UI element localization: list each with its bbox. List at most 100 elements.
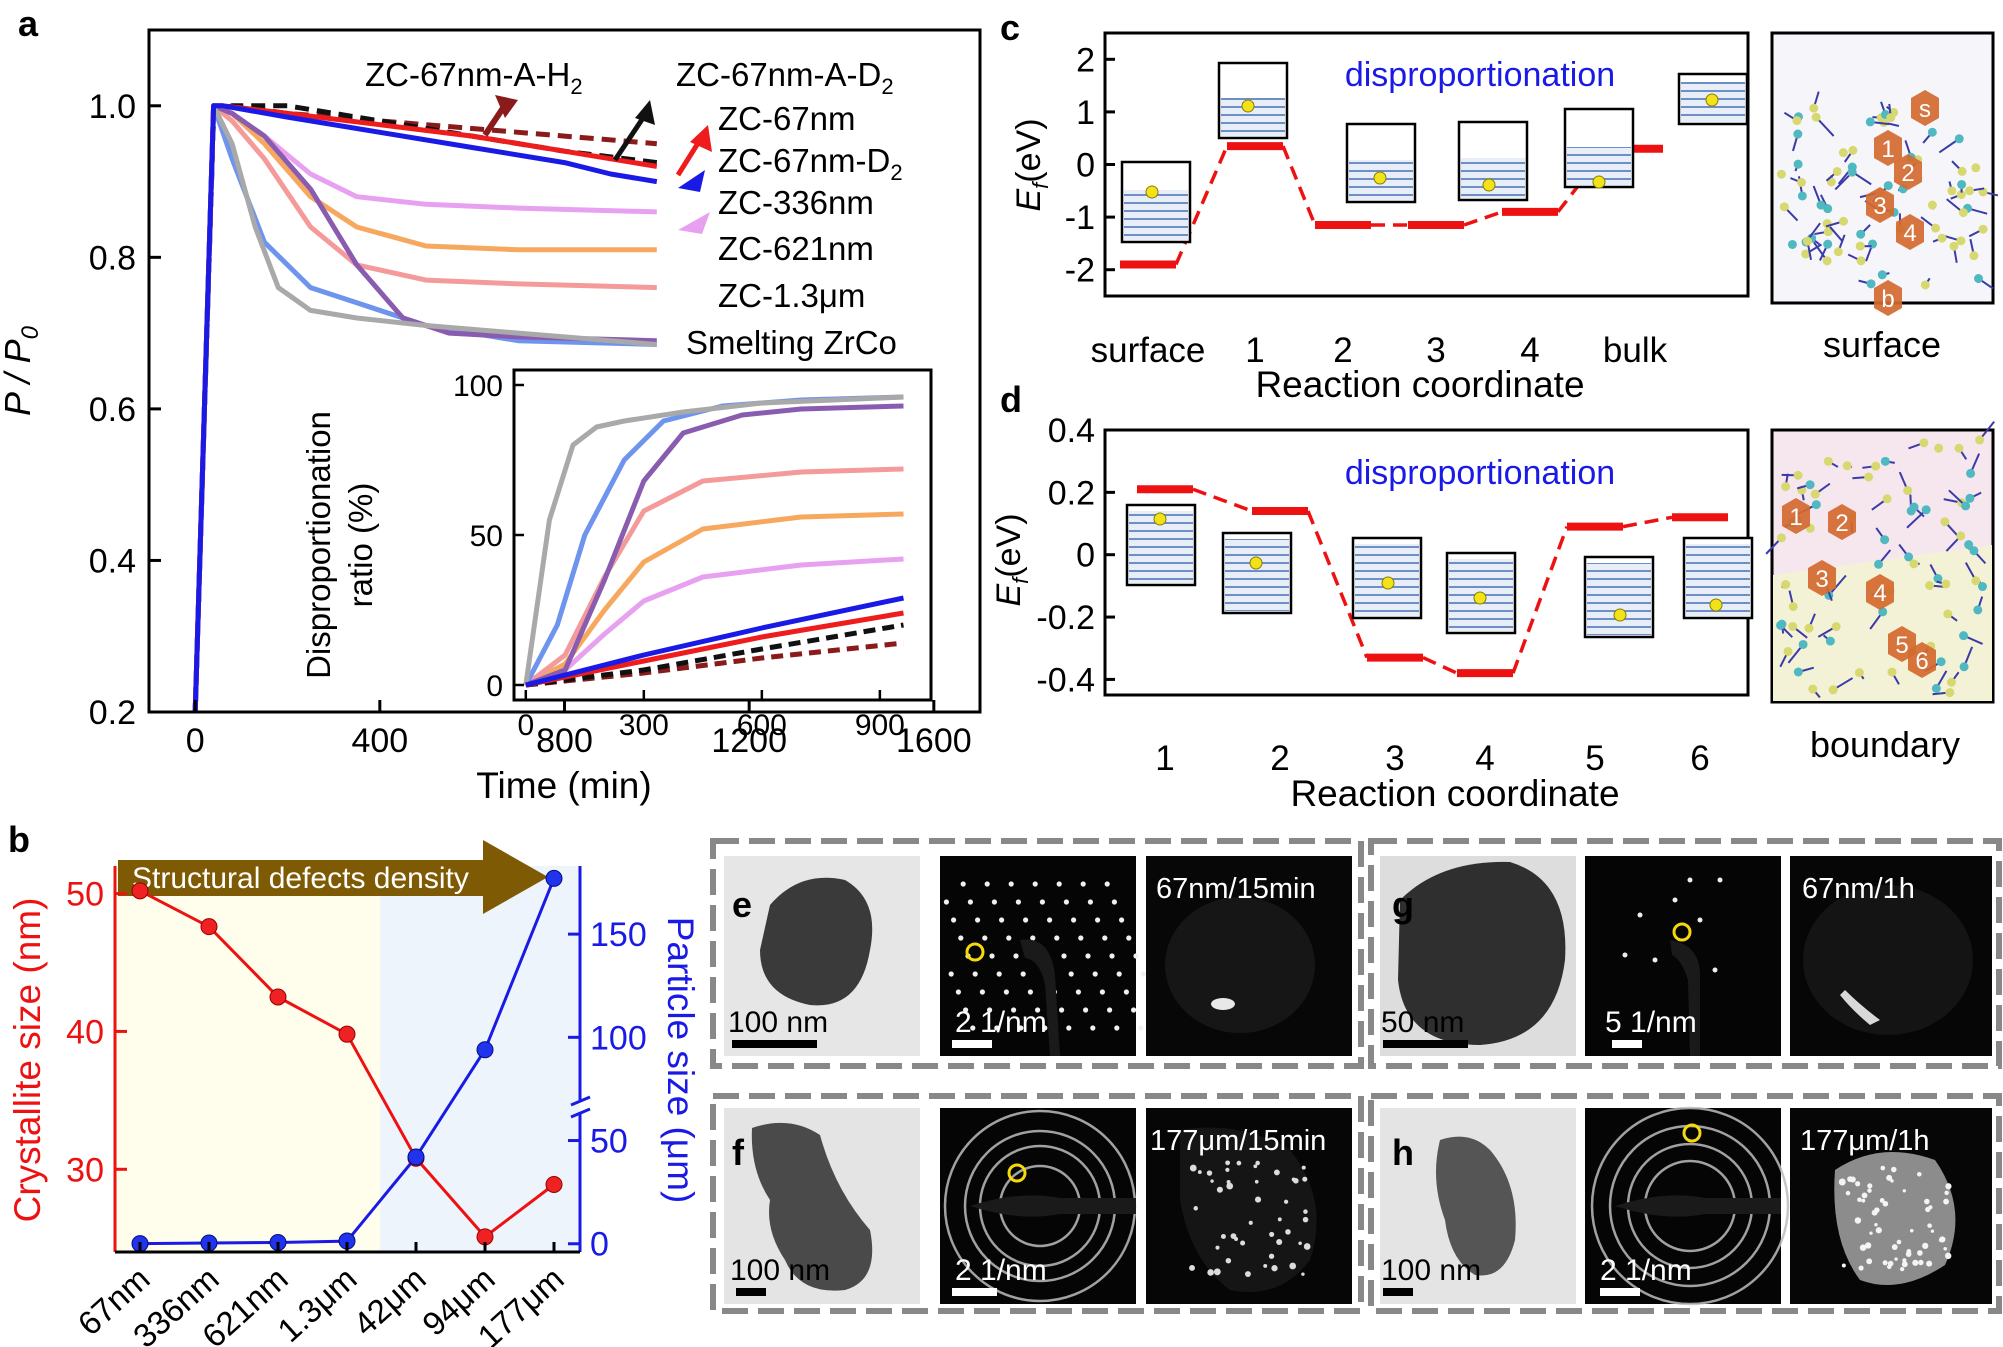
- panel-c-x-ticks: surface 1 2 3 4 bulk: [1091, 331, 1668, 370]
- dark-field-grain: [1858, 1265, 1864, 1271]
- inset-series-line-zc-1-3-m: [524, 466, 904, 687]
- panel-c-cell-diagrams: [1120, 61, 1749, 244]
- lattice-atom: [1933, 574, 1943, 584]
- d-atom-4: [1473, 591, 1487, 605]
- dark-field-grain: [1880, 1165, 1886, 1171]
- dark-field-grain: [1225, 1167, 1230, 1172]
- lattice-atom: [1956, 236, 1966, 246]
- lattice-atom: [1811, 112, 1821, 122]
- panel-b: b Structural defects density 30 40 50 0 50 1…: [7, 819, 701, 1347]
- site-label-b: b: [1881, 286, 1894, 313]
- diffraction-spot: [999, 917, 1005, 923]
- lattice-atom: [1866, 279, 1876, 289]
- panel-a: a 0 400 800 1200 1600 0.2 0.4 0.6 0.8 1.0 Time (…: [0, 3, 982, 806]
- diffraction-spot: [960, 881, 966, 887]
- panel-label-g: g: [1392, 884, 1414, 925]
- arrow-head-zc-67nm-d2: [678, 170, 705, 192]
- site-label-1: 1: [1881, 136, 1894, 163]
- lattice-atom: [1965, 493, 1975, 503]
- inset-x-ticks: 0 300 600 900: [517, 690, 905, 742]
- panel-d-x-ticks: 1 2 3 4 5 6: [1155, 739, 1709, 778]
- lattice-atom: [1921, 505, 1931, 515]
- d-atom-6: [1709, 598, 1723, 612]
- dark-field-grain: [1859, 1244, 1867, 1251]
- aperture-circle-e: [965, 942, 985, 962]
- diffraction-spot: [943, 899, 950, 905]
- lattice-atom: [1959, 631, 1969, 641]
- inset-y-tick-label-100: 100: [453, 370, 503, 403]
- d-x-tick-label-2: 2: [1270, 739, 1289, 778]
- dark-field-grain: [1301, 1272, 1305, 1276]
- aperture-circle-g: [1672, 922, 1692, 942]
- dark-field-grain: [1225, 1160, 1231, 1166]
- frame-h: [1368, 1093, 2002, 1314]
- tem-scale-bar-g: [1383, 1040, 1468, 1048]
- c-x-tick-label-bulk: bulk: [1603, 331, 1668, 370]
- lattice-atom: [1793, 667, 1803, 677]
- lattice-atom: [1802, 236, 1812, 246]
- panel-d-energy-levels: [1137, 485, 1728, 678]
- saed-scale-bar-e: [952, 1040, 992, 1048]
- dark-field-grain: [1283, 1199, 1289, 1204]
- c-cell-4: [1457, 120, 1529, 202]
- site-label-1: 1: [1789, 504, 1802, 531]
- dark-field-grain: [1230, 1233, 1237, 1239]
- site-marker-4: [1896, 214, 1924, 250]
- d-cell-3: [1351, 536, 1423, 620]
- dark-field-grain: [1861, 1192, 1868, 1199]
- dark-field-grain: [1902, 1189, 1907, 1193]
- dark-field-grain: [1928, 1224, 1932, 1228]
- diffraction-spot: [1075, 989, 1081, 995]
- panel-a-y-ticks: 0.2 0.4 0.6 0.8 1.0: [89, 88, 161, 732]
- site-marker-3: [1866, 187, 1894, 223]
- dark-field-grain: [1220, 1233, 1226, 1239]
- diffraction-spot: [1018, 1025, 1024, 1031]
- dark-field-grain: [1890, 1179, 1894, 1183]
- lattice-atom: [1880, 535, 1890, 545]
- inset-series-line-smelting-zrco: [523, 394, 904, 686]
- diffraction-spot: [963, 1007, 969, 1013]
- c-connector-4: [1463, 210, 1503, 227]
- panel-a-y-label: P / P0: [0, 325, 44, 416]
- lattice-atom: [1825, 636, 1835, 646]
- dark-field-grain: [1891, 1168, 1895, 1172]
- lattice-atom: [1965, 186, 1975, 196]
- saed-scale-bar-f: [952, 1288, 997, 1296]
- lattice-atom: [1855, 241, 1865, 251]
- lattice-atom: [1925, 581, 1935, 591]
- diffraction-spot: [1107, 1007, 1113, 1013]
- diffraction-spot: [951, 917, 957, 923]
- inset-x-tick-label-0: 0: [517, 709, 534, 742]
- d-connector-2: [1306, 510, 1369, 659]
- dark-field-grain: [1912, 1259, 1919, 1266]
- inset-series-line-zc-67nm-a-d2: [525, 622, 904, 688]
- c-x-tick-label-3: 3: [1426, 331, 1445, 370]
- c-x-tick-label-2: 2: [1333, 331, 1352, 370]
- diffraction-spot: [975, 917, 981, 923]
- boundary-structure-caption: boundary: [1810, 724, 1960, 765]
- diffraction-spot: [1056, 881, 1062, 887]
- diffraction-spot: [958, 935, 964, 941]
- diffraction-ring: [1590, 1106, 1790, 1306]
- lattice-atom: [1831, 622, 1841, 632]
- dark-field-grain: [1303, 1209, 1308, 1214]
- dark-field-grain: [1213, 1268, 1221, 1276]
- dark-field-grain: [1302, 1176, 1308, 1182]
- dark-field-grain: [1917, 1171, 1922, 1177]
- left-tick-label-30: 30: [66, 1151, 104, 1189]
- lattice-atom: [1947, 186, 1957, 196]
- arrow-head-zc-67nm-a-d2: [635, 100, 655, 125]
- diffraction-spot: [1087, 899, 1093, 905]
- diffraction-spot: [1138, 1025, 1144, 1031]
- site-label-2: 2: [1901, 160, 1914, 187]
- aperture-circle-f: [1007, 1163, 1027, 1183]
- inset-y-tick-label-50: 50: [470, 520, 503, 553]
- legend-zc-67nm-a-d2: ZC-67nm-A-D2: [676, 56, 894, 99]
- lattice-atom: [1975, 435, 1985, 445]
- d-cell-6: [1682, 536, 1754, 620]
- lattice-atom: [1977, 582, 1987, 592]
- diffraction-spot: [1687, 877, 1693, 883]
- c-cell-layers-4: [1461, 158, 1525, 198]
- dark-field-grain: [1189, 1264, 1195, 1271]
- arrow-head-zc-67nm: [690, 125, 712, 152]
